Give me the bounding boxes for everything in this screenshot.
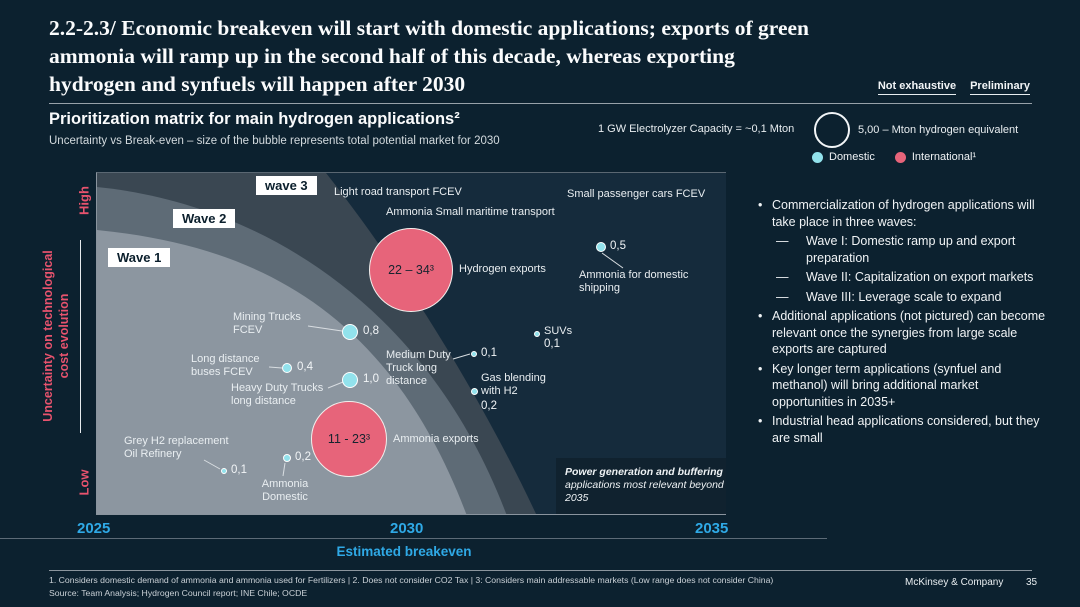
legend-domestic-label: Domestic [829,151,875,163]
exhibit-subheading: Uncertainty vs Break-even – size of the … [49,135,500,147]
buses-label: Long distance buses FCEV [191,353,260,378]
domestic-dot-icon [812,151,823,163]
legend-size-label: 5,00 – Mton hydrogen equivalent [858,124,1019,136]
gas-blending-bubble [471,388,478,395]
heavy-duty-trucks-label: Heavy Duty Trucks long distance [231,382,324,407]
domestic-shipping-value: 0,5 [610,240,626,252]
ammonia-maritime-label: Ammonia Small maritime transport [386,206,555,218]
x-tick-2030: 2030 [390,520,424,537]
grey-h2-value: 0,1 [231,464,247,476]
legend-international-label: International¹ [911,151,977,163]
domestic-shipping-bubble [596,242,606,252]
sub-bullet-wave1: — Wave I: Domestic ramp up and export pr… [776,234,1016,265]
dash-icon: — [776,289,789,304]
leader-lines [203,252,624,477]
matrix-plot-area: Wave 1 Wave 2 wave 3 Light road transpor… [96,172,726,515]
buses-bubble [282,363,292,373]
y-axis-title: Uncertainty on technological cost evolut… [41,250,71,422]
commentary-panel: • Commercialization of hydrogen applicat… [752,197,1048,449]
not-exhaustive-tag: Not exhaustive [877,80,957,95]
bullet-icon: • [758,198,763,212]
legend-capacity-note: 1 GW Electrolyzer Capacity = ~0,1 Mton [598,123,795,135]
gas-blending-value: 0,2 [481,400,497,412]
legend-series: Domestic International¹ [812,151,976,163]
small-cars-label: Small passenger cars FCEV [567,188,706,200]
status-tags: Not exhaustive Preliminary [877,80,1030,95]
sub-bullet-wave3: — Wave III: Leverage scale to expand [776,289,1002,304]
x-axis-divider [0,538,827,539]
ammonia-domestic-label: Ammonia Domestic [261,478,309,503]
light-road-label: Light road transport FCEV [334,186,462,198]
ammonia-domestic-bubble [283,454,291,462]
international-dot-icon [894,151,906,163]
bubble-size-legend-icon [814,112,850,148]
medium-duty-bubble [471,351,477,357]
buses-value: 0,4 [297,361,313,373]
x-tick-2035: 2035 [695,520,729,537]
dash-icon: — [776,270,789,284]
heavy-duty-trucks-bubble [342,372,358,388]
hydrogen-exports-value: 22 – 34³ [388,263,434,277]
bullet-icon: • [758,414,763,428]
ammonia-exports-value: 11 - 23³ [327,432,371,446]
y-axis-line [80,240,81,433]
bullet-industrial: • Industrial head applications considere… [752,413,1048,446]
suvs-bubble [534,331,540,337]
heavy-duty-trucks-value: 1,0 [363,373,379,385]
grey-h2-bubble [221,468,227,474]
hydrogen-exports-label: Hydrogen exports [459,263,546,275]
domestic-shipping-label: Ammonia for domestic shipping [579,269,689,294]
wave-1-tag: Wave 1 [108,248,171,267]
suvs-label: SUVs [544,325,573,337]
medium-duty-value: 0,1 [481,347,497,359]
note-title: Power generation and buffering [565,466,723,478]
mining-trucks-label: Mining Trucks FCEV [233,311,301,336]
title-divider [49,103,1032,104]
wave-3-tag: wave 3 [256,176,317,195]
note-body: applications most relevant beyond 2035 [565,479,724,504]
bullet-icon: • [758,309,763,323]
wave-2-tag: Wave 2 [173,209,236,228]
footer-divider [49,570,1032,571]
suvs-value: 0,1 [544,338,560,350]
y-axis-high-label: High [76,186,92,215]
source-line: Source: Team Analysis; Hydrogen Council … [49,588,308,598]
mining-trucks-value: 0,8 [363,325,379,337]
grey-h2-label: Grey H2 replacement Oil Refinery [124,435,229,460]
hydrogen-exports-bubble: 22 – 34³ [369,228,453,312]
power-generation-note: Power generation and buffering applicati… [556,458,726,514]
slide-title: 2.2-2.3/ Economic breakeven will start w… [49,16,809,96]
x-tick-2025: 2025 [77,520,111,537]
medium-duty-label: Medium Duty Truck long distance [386,349,451,387]
y-axis-low-label: Low [76,469,92,496]
dash-icon: — [776,234,789,248]
mining-trucks-bubble [342,324,358,340]
ammonia-exports-bubble: 11 - 23³ [311,401,387,477]
exhibit-heading: Prioritization matrix for main hydrogen … [49,110,460,128]
page-number: 35 [1026,577,1038,588]
sub-bullet-wave2: — Wave II: Capitalization on export mark… [776,270,1034,284]
brand: McKinsey & Company [905,577,1004,588]
bullet-icon: • [758,361,763,376]
bullet-additional-applications: • Additional applications (not pictured)… [752,308,1048,358]
footnote: 1. Considers domestic demand of ammonia … [49,575,774,585]
ammonia-domestic-value: 0,2 [295,451,311,463]
preliminary-tag: Preliminary [970,80,1030,95]
bullet-longer-term: • Key longer term applications (synfuel … [752,361,1048,411]
ammonia-exports-label: Ammonia exports [393,433,479,445]
x-axis-title: Estimated breakeven [336,544,472,559]
bullet-commercialization: • Commercialization of hydrogen applicat… [752,197,1048,230]
gas-blending-label: Gas blending with H2 [481,372,546,397]
